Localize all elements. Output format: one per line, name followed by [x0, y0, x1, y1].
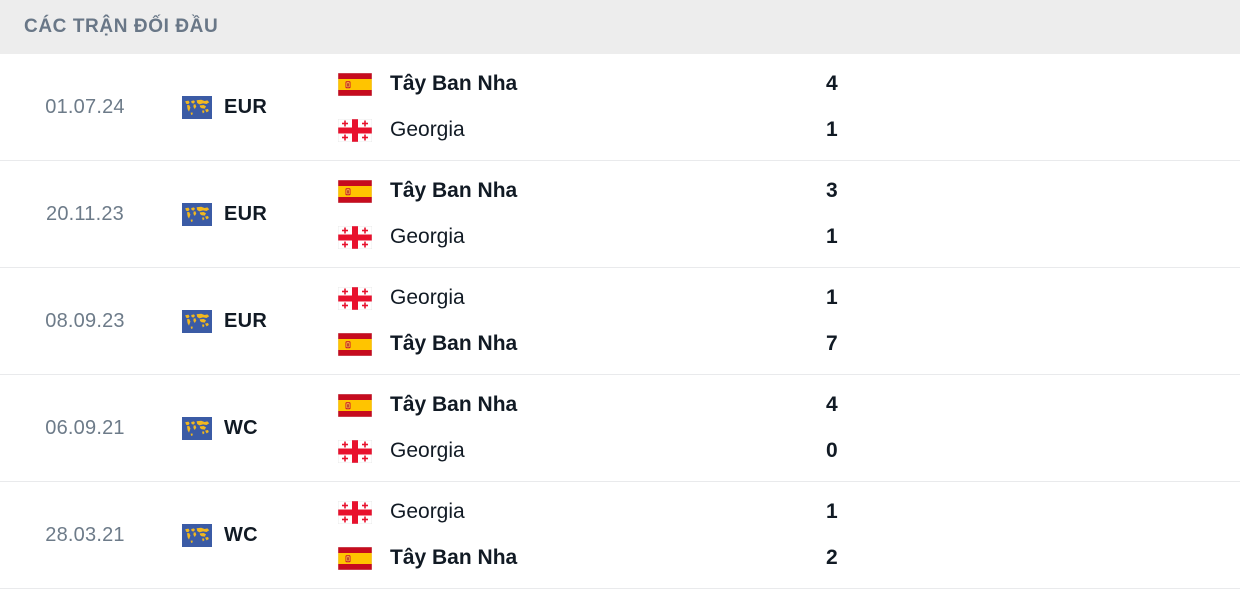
flag-spain-icon: [337, 332, 373, 356]
team-score: 1: [826, 118, 838, 141]
flag-spain-icon: [337, 546, 373, 570]
team-score: 7: [826, 332, 838, 355]
match-teams: Tây Ban Nha 4 Georgia 1: [330, 71, 1240, 143]
match-row[interactable]: 08.09.23 EUR Georgia 1 Tây Ban Nha 7: [0, 268, 1240, 375]
team-row-away[interactable]: Georgia 0: [337, 438, 1240, 464]
match-competition[interactable]: EUR: [170, 95, 330, 119]
competition-label: WC: [224, 416, 258, 439]
match-list: 01.07.24 EUR Tây Ban Nha 4 Georgia 1 20.11.23 E…: [0, 54, 1240, 589]
match-competition[interactable]: WC: [170, 523, 330, 547]
team-row-home[interactable]: Georgia 1: [337, 285, 1240, 311]
page-title: CÁC TRẬN ĐỐI ĐẦU: [24, 16, 219, 37]
panel-header: CÁC TRẬN ĐỐI ĐẦU: [0, 0, 1240, 54]
flag-spain-icon: [337, 179, 373, 203]
competition-label: EUR: [224, 202, 268, 225]
flag-georgia-icon: [337, 225, 373, 249]
team-name: Georgia: [390, 286, 465, 309]
flag-georgia-icon: [337, 439, 373, 463]
match-competition[interactable]: WC: [170, 416, 330, 440]
team-score: 1: [826, 500, 838, 523]
team-name: Georgia: [390, 500, 465, 523]
flag-georgia-icon: [337, 118, 373, 142]
team-row-away[interactable]: Tây Ban Nha 2: [337, 545, 1240, 571]
team-row-home[interactable]: Georgia 1: [337, 499, 1240, 525]
team-name: Tây Ban Nha: [390, 393, 518, 416]
match-date: 06.09.21: [45, 416, 125, 439]
team-score: 4: [826, 72, 838, 95]
match-date: 28.03.21: [45, 523, 125, 546]
globe-world-map-icon: [182, 202, 212, 226]
team-name: Georgia: [390, 225, 465, 248]
flag-spain-icon: [337, 393, 373, 417]
team-row-home[interactable]: Tây Ban Nha 4: [337, 71, 1240, 97]
match-date: 20.11.23: [46, 202, 124, 225]
globe-world-map-icon: [182, 95, 212, 119]
match-teams: Georgia 1 Tây Ban Nha 2: [330, 499, 1240, 571]
team-row-away[interactable]: Tây Ban Nha 7: [337, 331, 1240, 357]
match-competition[interactable]: EUR: [170, 202, 330, 226]
globe-world-map-icon: [182, 416, 212, 440]
team-name: Georgia: [390, 439, 465, 462]
team-score: 4: [826, 393, 838, 416]
competition-label: EUR: [224, 309, 268, 332]
team-name: Tây Ban Nha: [390, 546, 518, 569]
team-score: 2: [826, 546, 838, 569]
flag-georgia-icon: [337, 500, 373, 524]
match-teams: Tây Ban Nha 3 Georgia 1: [330, 178, 1240, 250]
competition-label: EUR: [224, 95, 268, 118]
flag-spain-icon: [337, 72, 373, 96]
match-row[interactable]: 20.11.23 EUR Tây Ban Nha 3 Georgia 1: [0, 161, 1240, 268]
team-name: Georgia: [390, 118, 465, 141]
match-date: 01.07.24: [45, 95, 125, 118]
match-competition[interactable]: EUR: [170, 309, 330, 333]
team-row-home[interactable]: Tây Ban Nha 4: [337, 392, 1240, 418]
team-row-away[interactable]: Georgia 1: [337, 117, 1240, 143]
match-date: 08.09.23: [45, 309, 125, 332]
match-row[interactable]: 28.03.21 WC Georgia 1 Tây Ban Nha 2: [0, 482, 1240, 589]
match-teams: Georgia 1 Tây Ban Nha 7: [330, 285, 1240, 357]
team-name: Tây Ban Nha: [390, 332, 518, 355]
team-name: Tây Ban Nha: [390, 72, 518, 95]
flag-georgia-icon: [337, 286, 373, 310]
globe-world-map-icon: [182, 523, 212, 547]
match-row[interactable]: 06.09.21 WC Tây Ban Nha 4 Georgia 0: [0, 375, 1240, 482]
team-row-away[interactable]: Georgia 1: [337, 224, 1240, 250]
match-row[interactable]: 01.07.24 EUR Tây Ban Nha 4 Georgia 1: [0, 54, 1240, 161]
team-score: 0: [826, 439, 838, 462]
team-score: 1: [826, 225, 838, 248]
competition-label: WC: [224, 523, 258, 546]
match-teams: Tây Ban Nha 4 Georgia 0: [330, 392, 1240, 464]
team-score: 3: [826, 179, 838, 202]
team-score: 1: [826, 286, 838, 309]
globe-world-map-icon: [182, 309, 212, 333]
team-row-home[interactable]: Tây Ban Nha 3: [337, 178, 1240, 204]
team-name: Tây Ban Nha: [390, 179, 518, 202]
